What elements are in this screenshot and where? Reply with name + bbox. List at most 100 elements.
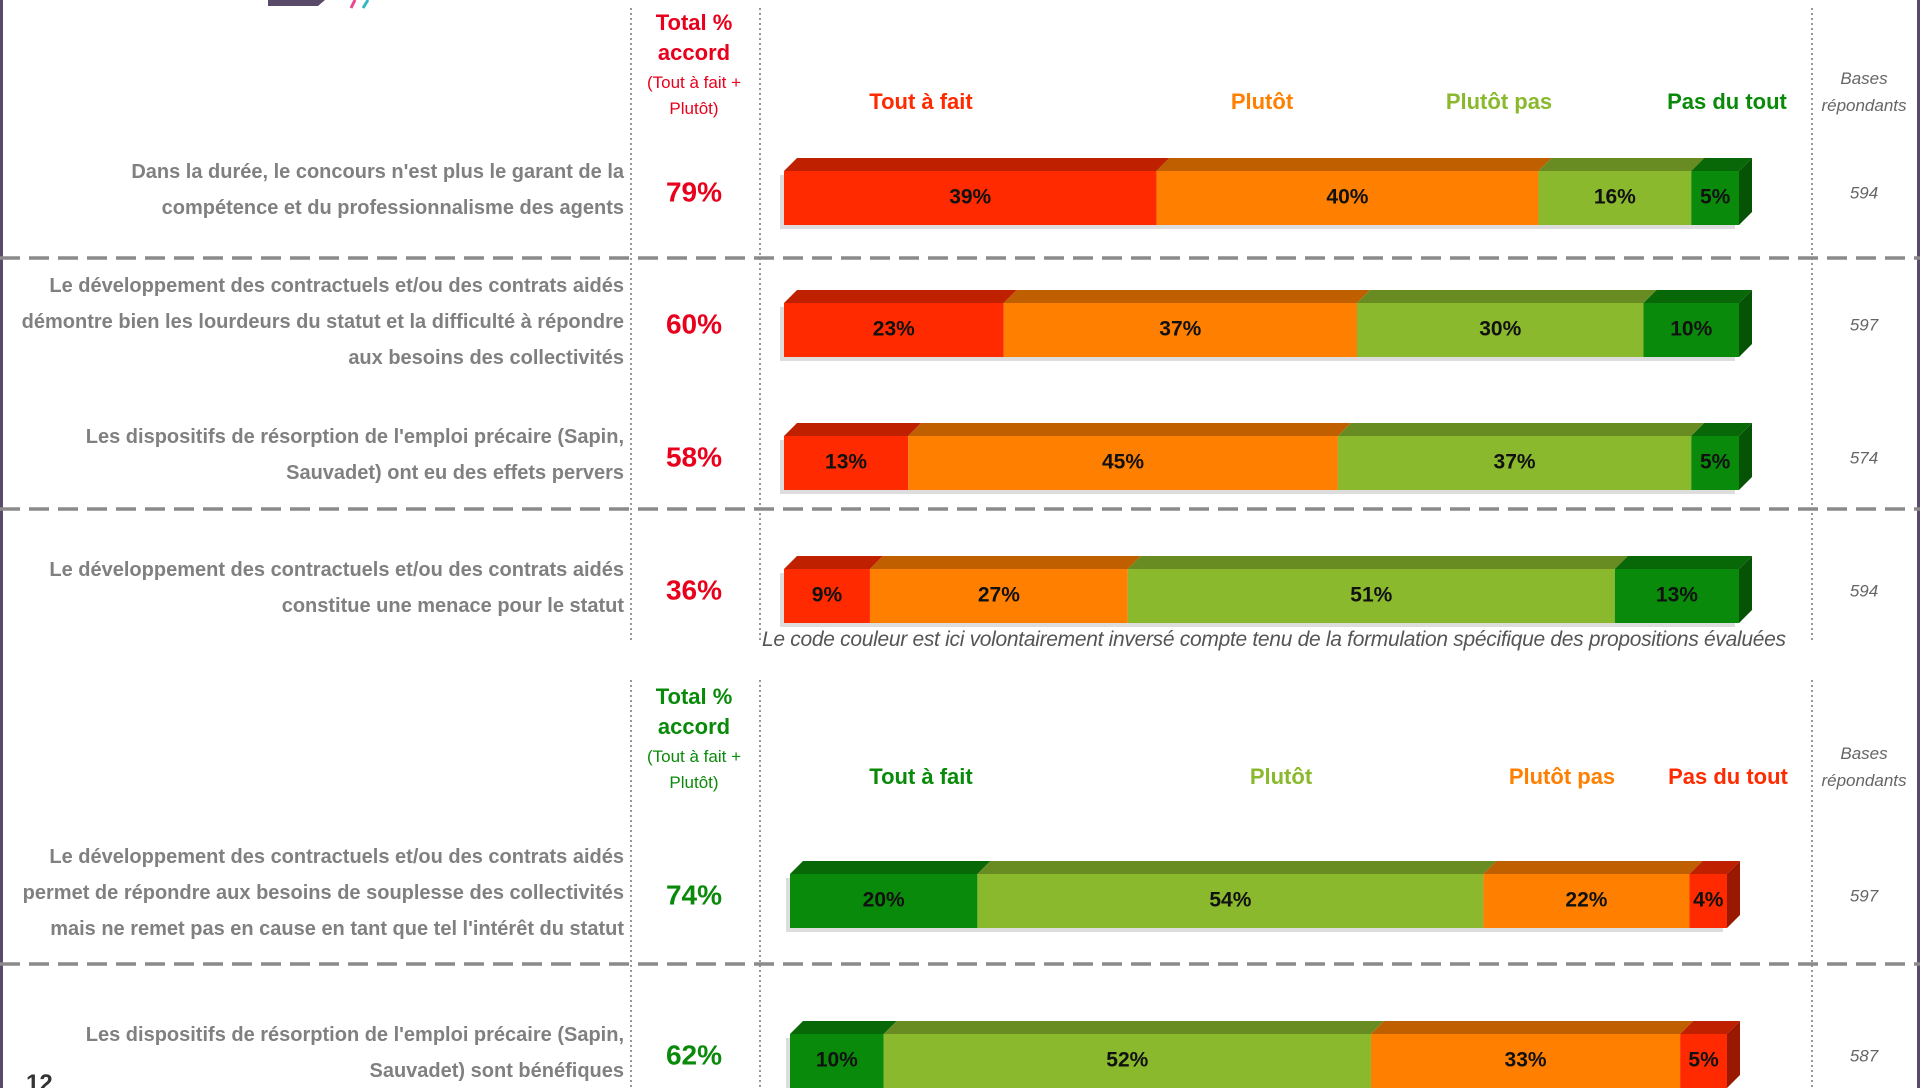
bar-end — [1739, 290, 1752, 357]
bar-segment — [1689, 874, 1727, 928]
legend-label: Pas du tout — [1668, 764, 1788, 789]
legend-label: Plutôt pas — [1509, 764, 1615, 789]
value-label: 33% — [1505, 1049, 1547, 1072]
legend-label: Tout à fait — [869, 764, 973, 789]
bar-segment — [1691, 171, 1739, 225]
bar-segment — [1357, 303, 1644, 357]
base-value: 594 — [1850, 581, 1878, 600]
legend-label: Plutôt — [1231, 89, 1294, 114]
bases-header: Bases répondants — [1821, 744, 1907, 790]
total-value: 60% — [666, 308, 722, 339]
statement: Le développement des contractuels et/ou … — [22, 846, 624, 940]
value-label: 10% — [816, 1049, 858, 1072]
value-label: 52% — [1106, 1049, 1148, 1072]
bar-top — [784, 556, 883, 569]
bar-top — [977, 861, 1497, 874]
base-value: 597 — [1850, 886, 1879, 905]
bar-top — [883, 1021, 1384, 1034]
bar-top — [1680, 1021, 1740, 1034]
total-value: 79% — [666, 176, 722, 207]
total-note: (Tout à fait + Plutôt) — [646, 73, 742, 118]
bar-segment — [883, 1034, 1371, 1088]
bar-end — [1727, 1021, 1740, 1088]
statement: Le développement des contractuels et/ou … — [49, 559, 624, 617]
total-value: 74% — [666, 879, 722, 910]
bar-segment — [1538, 171, 1692, 225]
base-value: 597 — [1850, 315, 1879, 334]
value-label: 54% — [1209, 889, 1251, 912]
value-label: 5% — [1700, 186, 1731, 209]
bar-top — [784, 290, 1017, 303]
value-label: 20% — [863, 889, 905, 912]
total-note: (Tout à fait + Plutôt) — [646, 747, 742, 792]
logo-fragment — [268, 0, 325, 6]
legend-label: Pas du tout — [1667, 89, 1787, 114]
bar-top — [1127, 556, 1628, 569]
legend-label: Tout à fait — [869, 89, 973, 114]
bar-segment — [790, 1034, 884, 1088]
bar-segment — [908, 436, 1338, 490]
bar-segment — [1614, 569, 1739, 623]
bar-end — [1739, 423, 1752, 490]
logo-fragment — [361, 0, 370, 9]
bar-top — [1370, 1021, 1694, 1034]
bar-top — [790, 1021, 897, 1034]
base-value: 587 — [1850, 1046, 1879, 1065]
bar-top — [784, 158, 1170, 171]
value-label: 4% — [1693, 889, 1724, 912]
logo-fragment — [349, 0, 357, 9]
bar-segment — [784, 303, 1004, 357]
value-label: 39% — [949, 186, 991, 209]
bar-top — [1643, 290, 1752, 303]
bar-top — [1156, 158, 1552, 171]
bar-top — [908, 423, 1351, 436]
value-label: 9% — [812, 584, 843, 607]
value-label: 5% — [1700, 451, 1731, 474]
total-header: Total % accord — [655, 10, 733, 65]
bar-segment — [1643, 303, 1739, 357]
value-label: 23% — [873, 318, 915, 341]
statement: Les dispositifs de résorption de l'emplo… — [85, 1024, 624, 1082]
bases-header: Bases répondants — [1821, 69, 1907, 115]
bar-segment — [1127, 569, 1615, 623]
bar-end — [1727, 861, 1740, 928]
bar-segment — [1337, 436, 1692, 490]
value-label: 40% — [1326, 186, 1368, 209]
bar-end — [1739, 556, 1752, 623]
bar-end — [1739, 158, 1752, 225]
statement: Le développement des contractuels et/ou … — [21, 275, 624, 369]
bar-segment — [790, 874, 978, 928]
value-label: 37% — [1159, 318, 1201, 341]
value-label: 37% — [1494, 451, 1536, 474]
value-label: 13% — [1656, 584, 1698, 607]
bar-top — [1689, 861, 1740, 874]
bar-segment — [1691, 436, 1739, 490]
statement: Les dispositifs de résorption de l'emplo… — [85, 426, 624, 484]
page-number: 12 — [26, 1070, 53, 1088]
bar-top — [869, 556, 1141, 569]
bar-segment — [1003, 303, 1357, 357]
total-value: 58% — [666, 441, 722, 472]
value-label: 5% — [1688, 1049, 1719, 1072]
bar-top — [784, 423, 922, 436]
value-label: 16% — [1594, 186, 1636, 209]
bar-segment — [977, 874, 1484, 928]
total-header: Total % accord — [655, 684, 733, 739]
bar-top — [1538, 158, 1705, 171]
note: Le code couleur est ici volontairement i… — [762, 628, 1786, 651]
value-label: 22% — [1565, 889, 1607, 912]
bar-top — [1357, 290, 1657, 303]
statement: Dans la durée, le concours n'est plus le… — [131, 161, 624, 219]
value-label: 27% — [978, 584, 1020, 607]
bar-segment — [784, 436, 909, 490]
bar-segment — [1156, 171, 1539, 225]
legend-label: Plutôt — [1250, 764, 1313, 789]
value-label: 13% — [825, 451, 867, 474]
bar-segment — [1680, 1034, 1727, 1088]
total-value: 62% — [666, 1039, 722, 1070]
total-value: 36% — [666, 574, 722, 605]
bar-top — [1691, 423, 1752, 436]
bar-segment — [784, 171, 1157, 225]
bar-top — [1614, 556, 1752, 569]
